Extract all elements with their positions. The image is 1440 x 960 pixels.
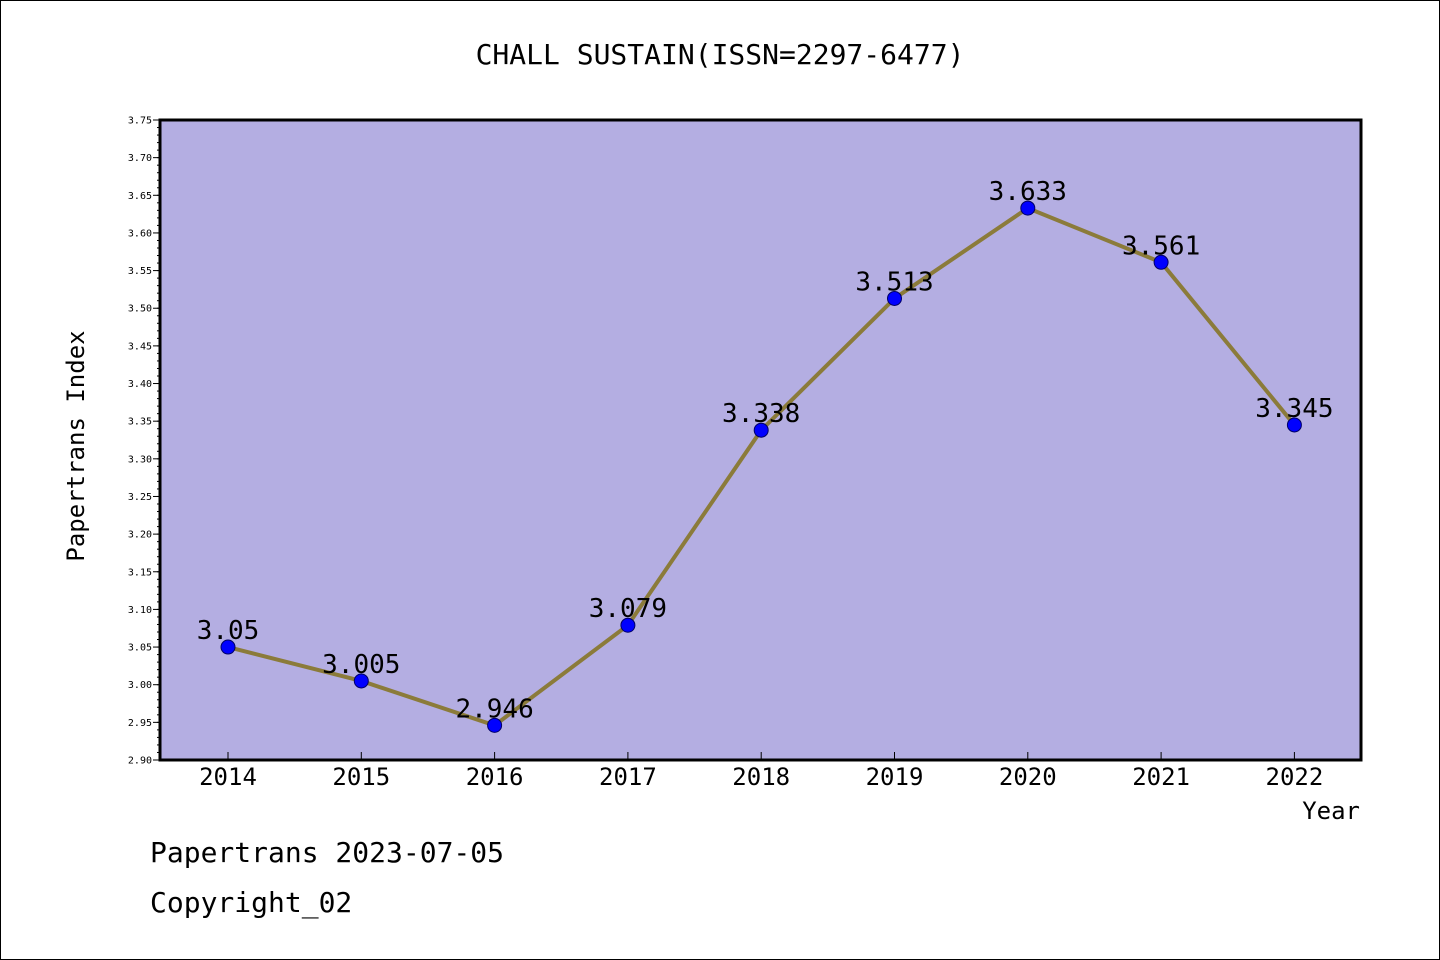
y-tick-label: 3.00 <box>128 680 152 691</box>
x-tick-label: 2019 <box>866 763 924 791</box>
data-label: 3.561 <box>1122 231 1200 261</box>
data-point <box>1020 200 1036 216</box>
data-label: 3.05 <box>197 616 260 646</box>
y-tick-label: 3.30 <box>128 454 152 465</box>
y-tick-label: 3.60 <box>128 228 152 239</box>
x-tick-label: 2021 <box>1132 763 1190 791</box>
data-label: 3.079 <box>589 594 667 624</box>
footer-date: Papertrans 2023-07-05 <box>150 836 505 869</box>
y-tick-label: 3.50 <box>128 304 152 315</box>
y-tick-label: 3.55 <box>128 266 152 277</box>
data-point <box>220 639 236 655</box>
x-tick-label: 2022 <box>1266 763 1324 791</box>
y-tick-label: 3.70 <box>128 153 152 164</box>
x-axis-label: Year <box>1302 797 1360 825</box>
footer-copyright: Copyright_02 <box>150 886 353 919</box>
data-point <box>620 617 636 633</box>
data-point <box>1153 254 1169 270</box>
data-label: 3.338 <box>722 399 800 429</box>
chart-title: CHALL SUSTAIN(ISSN=2297-6477) <box>475 38 965 71</box>
data-point <box>353 673 369 689</box>
x-tick-label: 2015 <box>332 763 390 791</box>
data-point <box>1286 417 1302 433</box>
data-label: 3.005 <box>322 650 400 680</box>
y-axis-label: Papertrans Index <box>62 330 90 561</box>
x-tick-label: 2016 <box>466 763 524 791</box>
y-tick-label: 3.10 <box>128 605 152 616</box>
y-tick-label: 3.75 <box>128 116 152 127</box>
x-tick-label: 2020 <box>999 763 1057 791</box>
data-label: 3.513 <box>855 267 933 297</box>
y-tick-label: 2.95 <box>128 718 152 729</box>
data-label: 2.946 <box>455 694 533 724</box>
y-tick-label: 3.15 <box>128 567 152 578</box>
y-tick-label: 3.25 <box>128 492 152 503</box>
y-tick-label: 3.20 <box>128 530 152 541</box>
data-label: 3.345 <box>1255 394 1333 424</box>
data-point <box>753 422 769 438</box>
y-tick-label: 3.40 <box>128 379 152 390</box>
y-tick-label: 3.35 <box>128 417 152 428</box>
x-tick-label: 2014 <box>199 763 257 791</box>
data-point <box>887 290 902 306</box>
y-tick-label: 2.90 <box>128 756 152 767</box>
data-point <box>487 717 503 733</box>
x-tick-label: 2017 <box>599 763 657 791</box>
x-tick-label: 2018 <box>732 763 790 791</box>
y-tick-label: 3.45 <box>128 341 152 352</box>
plot-area <box>158 118 1363 762</box>
y-tick-label: 3.65 <box>128 191 152 202</box>
data-label: 3.633 <box>989 177 1067 207</box>
y-tick-label: 3.05 <box>128 643 152 654</box>
